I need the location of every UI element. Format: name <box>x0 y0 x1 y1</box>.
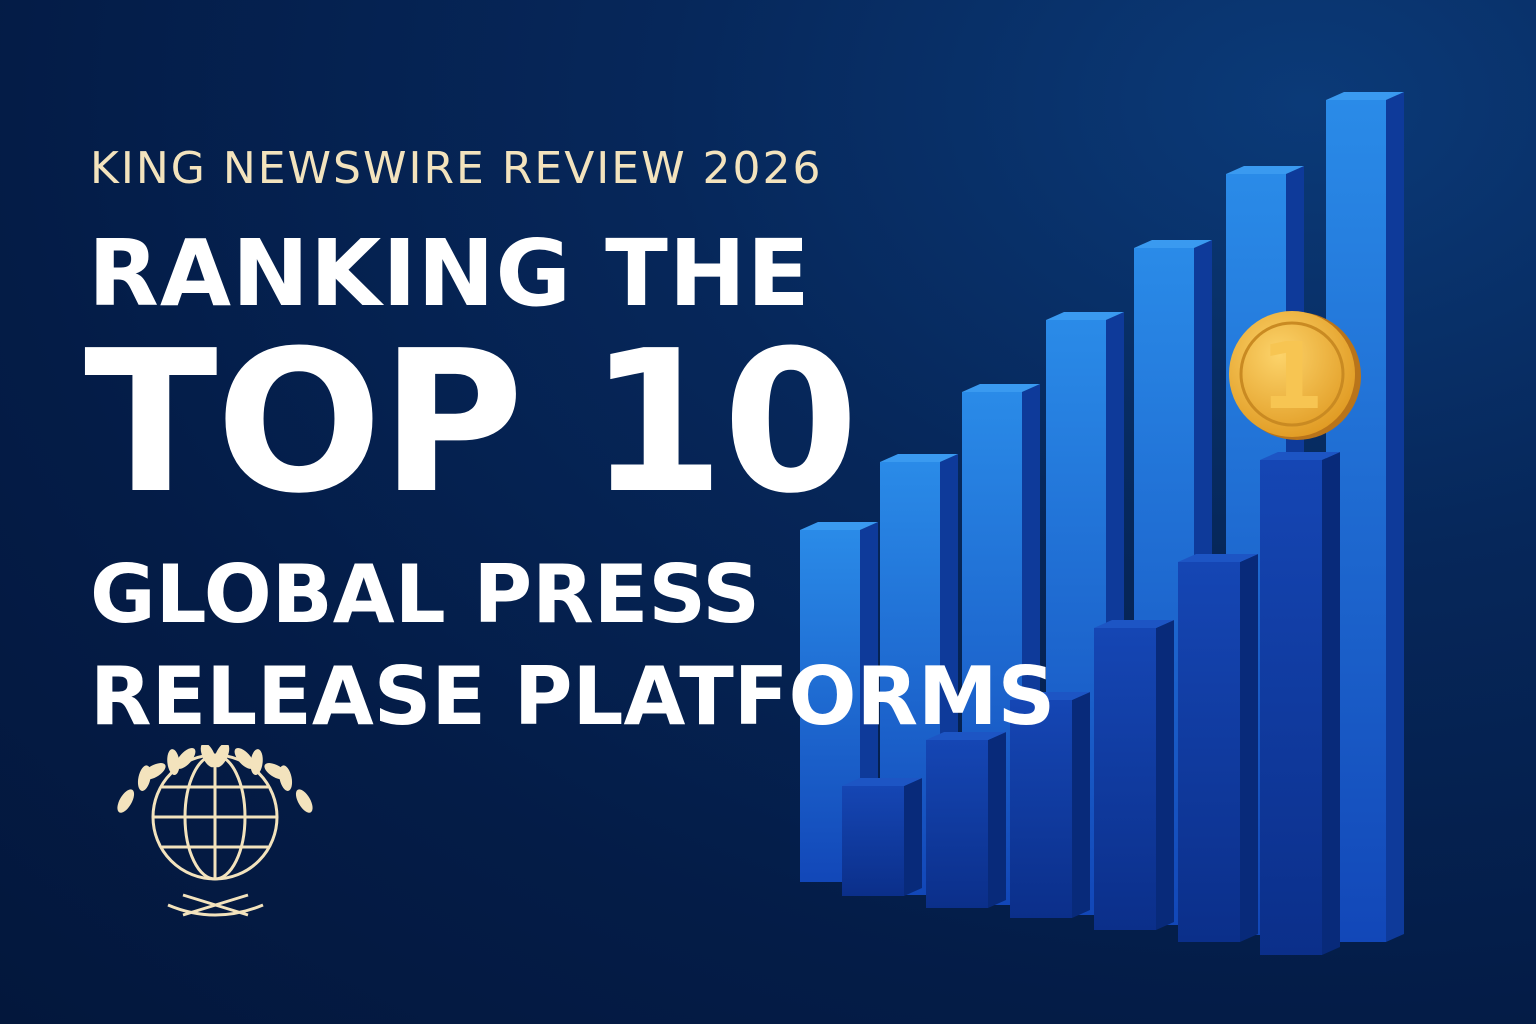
headline-line-4: RELEASE PLATFORMS <box>90 650 1056 743</box>
laurel-leaf <box>167 749 180 776</box>
headline-line-3: GLOBAL PRESS <box>90 548 761 641</box>
front-bar <box>1010 692 1090 918</box>
laurel-wreath-icon <box>117 745 313 917</box>
laurel-leaf <box>250 749 263 776</box>
front-bar <box>926 732 1006 908</box>
headline-line-1: RANKING THE <box>88 220 811 327</box>
medal-label: 1 <box>1260 323 1324 430</box>
globe-laurel-emblem <box>117 745 313 917</box>
laurel-leaf <box>295 789 313 813</box>
front-bar <box>842 778 922 896</box>
laurel-leaf <box>234 747 255 769</box>
gold-medal-icon: 1 <box>1229 311 1361 440</box>
laurel-leaf <box>142 763 166 780</box>
laurel-leaf <box>279 765 293 791</box>
headline-line-2: TOP 10 <box>84 309 859 537</box>
laurel-leaf <box>175 747 196 769</box>
laurel-leaf <box>214 745 230 768</box>
front-bar <box>1178 554 1258 942</box>
kicker-title: KING NEWSWIRE REVIEW 2026 <box>90 143 823 194</box>
globe-icon <box>151 753 279 881</box>
front-bar <box>1094 620 1174 930</box>
front-bar <box>1260 452 1340 955</box>
laurel-leaf <box>200 745 216 768</box>
laurel-leaf <box>117 789 135 813</box>
